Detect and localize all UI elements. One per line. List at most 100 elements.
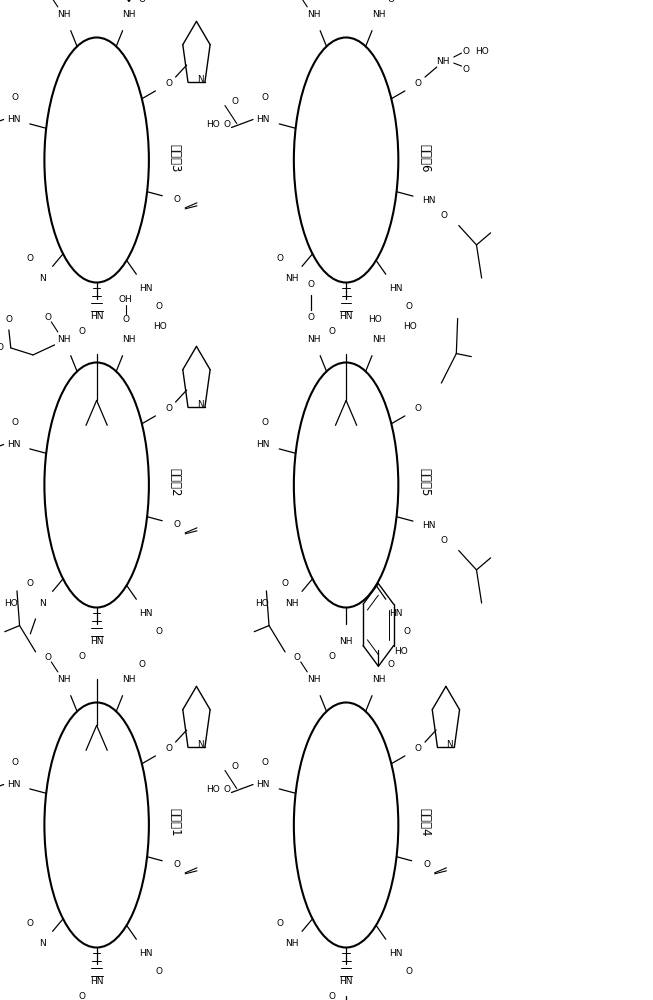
Text: O: O	[328, 652, 335, 661]
Text: O: O	[79, 992, 86, 1000]
Text: NH: NH	[57, 10, 71, 19]
Text: HO: HO	[394, 647, 407, 656]
Text: HN: HN	[340, 312, 353, 321]
Text: O: O	[174, 860, 181, 869]
Text: O: O	[328, 327, 335, 336]
Text: O: O	[12, 418, 19, 427]
Text: O: O	[27, 919, 34, 928]
Text: O: O	[415, 79, 422, 88]
Text: O: O	[423, 860, 430, 869]
Text: HN: HN	[7, 115, 20, 124]
Text: O: O	[440, 211, 447, 220]
Text: O: O	[12, 758, 19, 767]
Text: NH: NH	[372, 335, 385, 344]
Text: HN: HN	[90, 977, 103, 986]
Text: NH: NH	[285, 939, 298, 948]
Text: O: O	[174, 195, 181, 204]
Text: O: O	[415, 404, 422, 413]
Text: N: N	[39, 939, 46, 948]
Text: HN: HN	[389, 609, 402, 618]
Text: O: O	[165, 744, 172, 753]
Text: 化合物4: 化合物4	[418, 808, 431, 836]
Text: HO: HO	[206, 785, 219, 794]
Text: NH: NH	[372, 675, 385, 684]
Text: HN: HN	[139, 284, 153, 293]
Text: O: O	[276, 919, 283, 928]
Text: O: O	[405, 302, 412, 311]
Text: O: O	[462, 47, 470, 56]
Text: O: O	[388, 0, 395, 4]
Text: HN: HN	[389, 949, 402, 958]
Text: O: O	[138, 660, 146, 669]
Text: O: O	[462, 65, 470, 74]
Text: O: O	[231, 762, 238, 771]
Text: O: O	[261, 418, 268, 427]
Text: O: O	[12, 93, 19, 102]
Text: O: O	[165, 79, 172, 88]
Text: O: O	[27, 579, 34, 588]
Text: O: O	[44, 313, 52, 322]
Text: HN: HN	[422, 196, 436, 205]
Text: O: O	[405, 967, 412, 976]
Text: HO: HO	[206, 120, 219, 129]
Text: HN: HN	[7, 440, 20, 449]
Text: O: O	[440, 536, 447, 545]
Text: NH: NH	[307, 335, 321, 344]
Text: N: N	[39, 599, 46, 608]
Text: O: O	[223, 120, 231, 129]
Text: O: O	[294, 653, 301, 662]
Text: HN: HN	[389, 284, 402, 293]
Text: N: N	[447, 740, 453, 749]
Text: O: O	[0, 343, 4, 352]
Text: N: N	[197, 740, 204, 749]
Text: O: O	[165, 404, 172, 413]
Text: NH: NH	[285, 599, 298, 608]
Text: O: O	[388, 660, 395, 669]
Text: 化合物6: 化合物6	[418, 144, 431, 172]
Text: O: O	[404, 627, 411, 636]
Text: HO: HO	[255, 599, 269, 608]
Text: O: O	[276, 254, 283, 263]
Text: HO: HO	[368, 315, 382, 324]
Text: N: N	[197, 400, 204, 409]
Text: O: O	[122, 315, 129, 324]
Text: NH: NH	[57, 335, 71, 344]
Text: NH: NH	[307, 675, 321, 684]
Text: O: O	[79, 327, 86, 336]
Text: N: N	[197, 75, 204, 84]
Text: O: O	[155, 967, 163, 976]
Text: HN: HN	[7, 780, 20, 789]
Text: O: O	[44, 653, 52, 662]
Text: O: O	[138, 0, 146, 4]
Text: HO: HO	[403, 322, 417, 331]
Text: NH: NH	[122, 10, 136, 19]
Text: O: O	[415, 744, 422, 753]
Text: HN: HN	[256, 115, 270, 124]
Text: 化合物1: 化合物1	[168, 808, 182, 836]
Text: O: O	[261, 758, 268, 767]
Text: HN: HN	[256, 780, 270, 789]
Text: O: O	[231, 97, 238, 106]
Text: O: O	[307, 313, 314, 322]
Text: HN: HN	[340, 977, 353, 986]
Text: O: O	[307, 280, 314, 289]
Text: HN: HN	[256, 440, 270, 449]
Text: O: O	[5, 315, 12, 324]
Text: O: O	[79, 652, 86, 661]
Text: O: O	[223, 785, 231, 794]
Text: HO: HO	[4, 599, 18, 608]
Text: NH: NH	[372, 10, 385, 19]
Text: 化合物5: 化合物5	[418, 468, 431, 496]
Text: 化合物3: 化合物3	[168, 144, 182, 172]
Text: O: O	[27, 254, 34, 263]
Text: NH: NH	[57, 675, 71, 684]
Text: O: O	[261, 93, 268, 102]
Text: O: O	[328, 992, 335, 1000]
Text: NH: NH	[122, 675, 136, 684]
Text: HN: HN	[422, 521, 436, 530]
Text: O: O	[174, 520, 181, 529]
Text: O: O	[281, 579, 289, 588]
Text: HO: HO	[475, 47, 489, 56]
Text: N: N	[39, 274, 46, 283]
Text: HO: HO	[153, 322, 167, 331]
